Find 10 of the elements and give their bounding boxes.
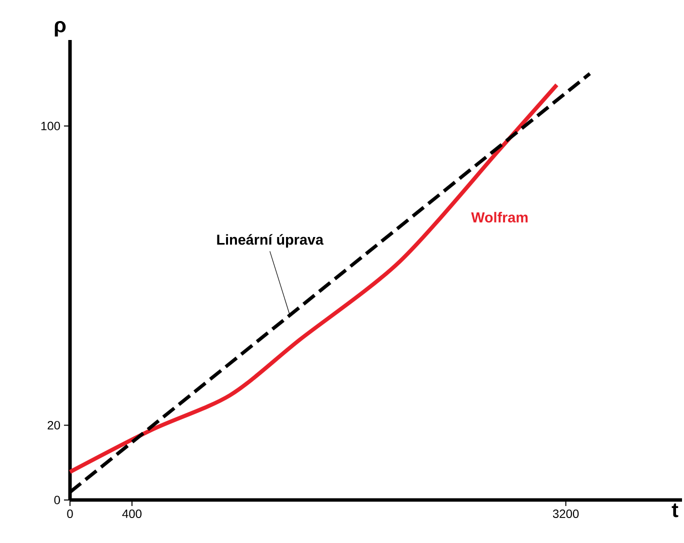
y-tick-label: 0: [54, 496, 60, 504]
x-tick-label: 0: [67, 510, 73, 518]
x-axis-title: t: [672, 504, 678, 518]
annotation: Lineární úprava: [217, 234, 324, 248]
x-tick-label: 400: [122, 510, 142, 518]
y-tick-label: 20: [48, 420, 60, 430]
y-axis-title: ρ: [54, 20, 66, 36]
series-label: Wolfram: [471, 212, 528, 222]
x-tick-label: 3200: [552, 510, 579, 518]
y-tick-label: 100: [41, 122, 60, 130]
